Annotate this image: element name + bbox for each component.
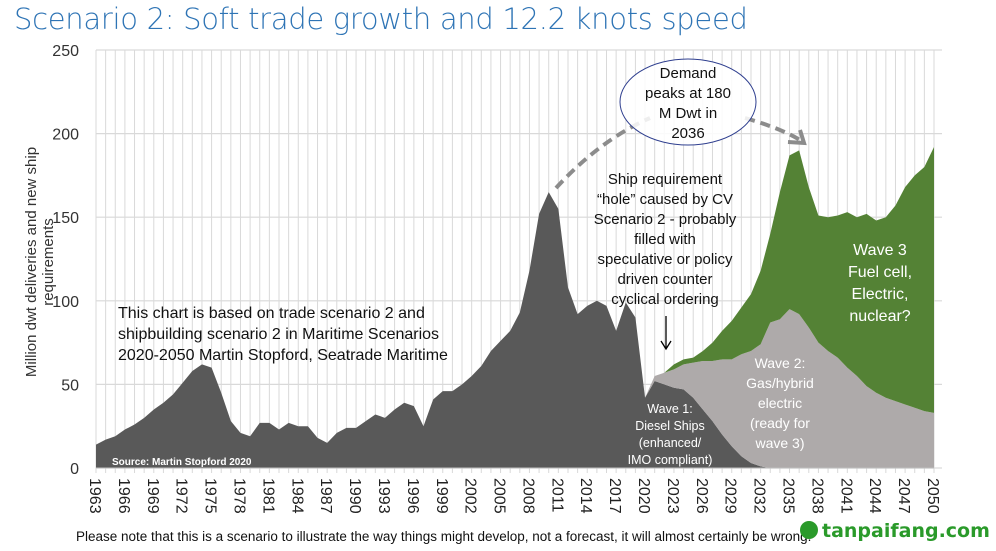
x-tick-label: 1996 bbox=[404, 478, 421, 514]
x-tick-label: 1993 bbox=[375, 478, 392, 514]
x-tick-label: 1987 bbox=[317, 478, 334, 514]
wave3-label: Wave 3 Fuel cell, Electric, nuclear? bbox=[820, 240, 940, 328]
wave3-line: Wave 3 bbox=[853, 242, 907, 259]
x-tick-label: 2041 bbox=[837, 478, 854, 514]
demand-callout-ellipse bbox=[619, 58, 757, 146]
x-tick-label: 1981 bbox=[259, 478, 276, 514]
x-tick-label: 2032 bbox=[751, 478, 768, 514]
y-tick-label: 150 bbox=[52, 210, 79, 227]
wave2-line: Gas/hybrid bbox=[746, 375, 814, 391]
area-series-3 bbox=[96, 146, 934, 445]
x-tick-label: 1999 bbox=[433, 478, 450, 514]
hole-line: Ship requirement bbox=[607, 171, 723, 188]
hole-line: cyclical ordering bbox=[611, 291, 719, 308]
x-tick-label: 2023 bbox=[664, 478, 681, 514]
area-series-2 bbox=[96, 192, 934, 468]
footnote: Please note that this is a scenario to i… bbox=[76, 529, 812, 544]
wave2-line: electric bbox=[757, 395, 803, 411]
x-tick-label: 2017 bbox=[606, 478, 623, 514]
x-tick-label: 2002 bbox=[462, 478, 479, 514]
y-tick-label: 200 bbox=[52, 127, 79, 144]
basis-line: This chart is based on trade scenario 2 … bbox=[118, 305, 425, 322]
x-tick-label: 1972 bbox=[173, 478, 190, 514]
demand-line: Demand bbox=[659, 65, 717, 82]
x-tick-label: 2038 bbox=[808, 478, 825, 514]
x-tick-label: 2050 bbox=[924, 478, 941, 514]
page-title: Scenario 2: Soft trade growth and 12.2 k… bbox=[14, 2, 748, 36]
x-tick-label: 1966 bbox=[115, 478, 132, 514]
demand-line: peaks at 180 bbox=[645, 85, 731, 102]
y-tick-label: 50 bbox=[61, 377, 79, 394]
watermark-logo: tanpaifang.com bbox=[800, 520, 990, 542]
basis-line: shipbuilding scenario 2 in Maritime Scen… bbox=[118, 326, 440, 343]
wave1-line: IMO compliant) bbox=[627, 453, 713, 467]
wave3-line: nuclear? bbox=[849, 308, 911, 325]
logo-icon bbox=[800, 521, 818, 539]
basis-line: 2020-2050 Martin Stopford, Seatrade Mari… bbox=[118, 347, 448, 364]
x-tick-label: 2011 bbox=[548, 478, 565, 513]
x-tick-label: 1969 bbox=[144, 478, 161, 514]
demand-line: M Dwt in bbox=[658, 105, 718, 122]
x-tick-label: 2008 bbox=[519, 478, 536, 514]
area-series-1 bbox=[96, 192, 934, 468]
x-tick-label: 2020 bbox=[635, 478, 652, 514]
wave2-line: (ready for bbox=[750, 415, 810, 431]
wave2-label: Wave 2: Gas/hybrid electric (ready for wave … bbox=[730, 353, 830, 453]
x-tick-label: 1963 bbox=[86, 478, 103, 514]
x-tick-label: 1984 bbox=[288, 478, 305, 514]
arrow-head-icon bbox=[787, 129, 807, 146]
x-tick-label: 2047 bbox=[895, 478, 912, 514]
watermark-text: tanpaifang.com bbox=[822, 520, 990, 542]
wave1-label: Wave 1: Diesel Ships (enhanced/IMO complia… bbox=[620, 401, 720, 469]
hole-line: Scenario 2 - probably bbox=[593, 211, 737, 228]
wave3-line: Electric, bbox=[851, 286, 909, 303]
x-tick-label: 1990 bbox=[346, 478, 363, 514]
wave2-line: wave 3) bbox=[755, 435, 805, 451]
x-tick-label: 2014 bbox=[577, 478, 594, 514]
wave1-line: Diesel Ships bbox=[635, 419, 705, 433]
x-tick-label: 2005 bbox=[491, 478, 508, 514]
basis-annotation: This chart is based on trade scenario 2 … bbox=[118, 303, 448, 366]
x-tick-label: 1978 bbox=[230, 478, 247, 514]
y-tick-label: 100 bbox=[52, 294, 79, 311]
hole-line: driven counter bbox=[617, 271, 713, 288]
hole-annotation: Ship requirement “hole” caused by CV Scena… bbox=[580, 170, 750, 310]
x-tick-label: 1975 bbox=[202, 478, 219, 514]
x-tick-label: 2044 bbox=[866, 478, 883, 514]
demand-line: 2036 bbox=[671, 125, 705, 142]
demand-annotation: Demand peaks at 180 M Dwt in 2036 bbox=[620, 64, 756, 144]
y-tick-label: 250 bbox=[52, 43, 79, 60]
x-tick-label: 2029 bbox=[722, 478, 739, 514]
down-arrow-icon bbox=[660, 316, 672, 351]
hole-line: filled with bbox=[634, 231, 696, 248]
wave2-line: Wave 2: bbox=[754, 355, 806, 371]
x-tick-label: 2035 bbox=[780, 478, 797, 514]
hole-line: “hole” caused by CV bbox=[597, 191, 733, 208]
wave3-line: Fuel cell, bbox=[847, 264, 913, 281]
wave1-line: (enhanced/ bbox=[638, 436, 702, 450]
source-label: Source: Martin Stopford 2020 bbox=[112, 457, 252, 468]
x-tick-label: 2026 bbox=[693, 478, 710, 514]
hole-line: speculative or policy bbox=[597, 251, 733, 268]
y-tick-label: 0 bbox=[70, 461, 79, 478]
wave1-line: Wave 1: bbox=[647, 402, 693, 416]
